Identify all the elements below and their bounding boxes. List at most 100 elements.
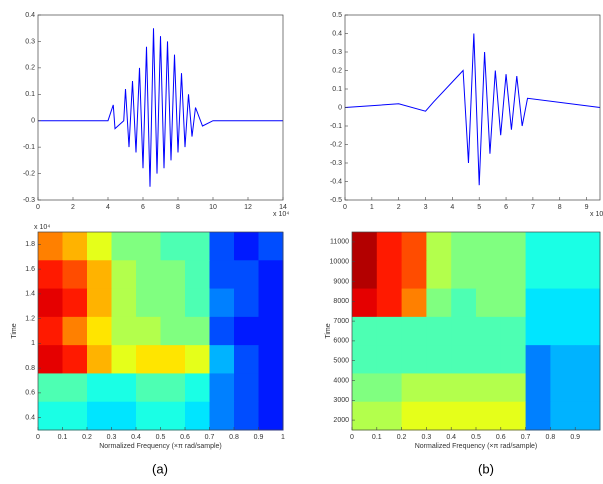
heatmap-cell [500,316,527,346]
heatmap-cell [160,401,186,431]
x-tick-label: 9 [585,204,589,211]
heatmap-cell [500,288,527,318]
heatmap-cell [401,345,427,374]
heatmap-cell [258,288,284,318]
x-tick-label: 1 [370,204,374,211]
heatmap-cell [87,316,112,346]
heatmap-cell [87,288,112,318]
x-tick-label: 0.6 [180,434,190,441]
heatmap-cell [234,316,259,346]
y-tick-label: 0.6 [25,390,35,397]
x-tick-label: 0 [350,434,354,441]
heatmap-cell [136,232,161,261]
heatmap-cell [376,401,403,431]
heatmap-cell [476,401,502,431]
heatmap-cell [352,316,378,346]
heatmap-cell [376,260,403,290]
heatmap-cell [550,401,576,431]
heatmap-cell [185,232,210,261]
heatmap-cell [550,260,576,290]
x-tick-label: 8 [558,204,562,211]
heatmap-cell [38,345,63,374]
heatmap-cell [87,232,112,261]
x-tick-label: 0.9 [254,434,264,441]
x-tick-label: 0.8 [546,434,556,441]
heatmap-cell [500,232,527,261]
y-tick-label: -0.3 [23,197,35,204]
heatmap-cell [111,260,137,290]
heatmap-cell [258,373,284,403]
x-tick-label: 5 [477,204,481,211]
heatmap-cell [500,345,527,374]
x-tick-label: 6 [504,204,508,211]
heatmap-cell [525,288,551,318]
heatmap-cell [575,232,601,261]
heatmap-cell [451,232,477,261]
y-tick-label: 0.2 [332,67,342,74]
heatmap-cell [136,401,161,431]
heatmap-cell [136,316,161,346]
x-tick-label: 0.1 [58,434,68,441]
heatmap-cell [62,316,88,346]
heatmap-cell [111,288,137,318]
heatmap-cell [234,232,259,261]
x-tick-label: 4 [450,204,454,211]
heatmap-cell [401,401,427,431]
y-tick-label: -0.5 [330,197,342,204]
y-tick-label: 10000 [330,259,350,266]
axes-frame [37,14,284,201]
heatmap-cell [38,260,63,290]
x-tick-label: 0.1 [372,434,382,441]
x-tick-label: 0 [36,204,40,211]
heatmap-cell [234,288,259,318]
heatmap-cell [500,401,527,431]
heatmap-cell [401,260,427,290]
caption: (a) [152,461,168,476]
heatmap-cell [401,288,427,318]
heatmap-cell [185,288,210,318]
y-tick-label: 2000 [333,417,349,424]
x-tick-label: 0.3 [107,434,117,441]
y-tick-label: 0.8 [25,365,35,372]
heatmap-cell [451,316,477,346]
heatmap-cell [376,232,403,261]
heatmap-cell [352,232,378,261]
heatmap-cell [160,232,186,261]
heatmap-cell [160,373,186,403]
heatmap-cell [111,345,137,374]
heatmap-cell [38,288,63,318]
heatmap-cell [111,401,137,431]
heatmap-cell [525,345,551,374]
y-tick-label: -0.2 [23,170,35,177]
heatmap-cell [185,260,210,290]
x-multiplier: x 10⁴ [590,211,603,218]
heatmap-cell [352,260,378,290]
y-tick-label: 5000 [333,358,349,365]
y-tick-label: 0.3 [25,38,35,45]
y-tick-label: 0.1 [332,86,342,93]
heatmap-cell [209,401,235,431]
heatmap-cell [476,373,502,403]
heatmap-cell [426,232,452,261]
x-axis-label: Normalized Frequency (×π rad/sample) [415,443,538,450]
x-tick-label: 0.4 [131,434,141,441]
heatmap-cell [500,373,527,403]
heatmap-cell [87,345,112,374]
x-tick-label: 1 [281,434,285,441]
heatmap-cell [258,260,284,290]
x-tick-label: 0 [36,434,40,441]
x-tick-label: 0.7 [205,434,215,441]
heatmap-cell [136,288,161,318]
y-tick-label: 4000 [333,377,349,384]
x-tick-label: 0.8 [229,434,239,441]
heatmap-cell [185,373,210,403]
x-tick-label: 0.5 [471,434,481,441]
heatmap-cell [550,373,576,403]
y-axis-label: Time [11,323,18,338]
heatmap-cell [575,260,601,290]
y-tick-label: 0 [338,104,342,111]
y-tick-label: 3000 [333,397,349,404]
heatmap-cell [525,316,551,346]
y-tick-label: -0.1 [330,123,342,130]
y-tick-label: 6000 [333,338,349,345]
